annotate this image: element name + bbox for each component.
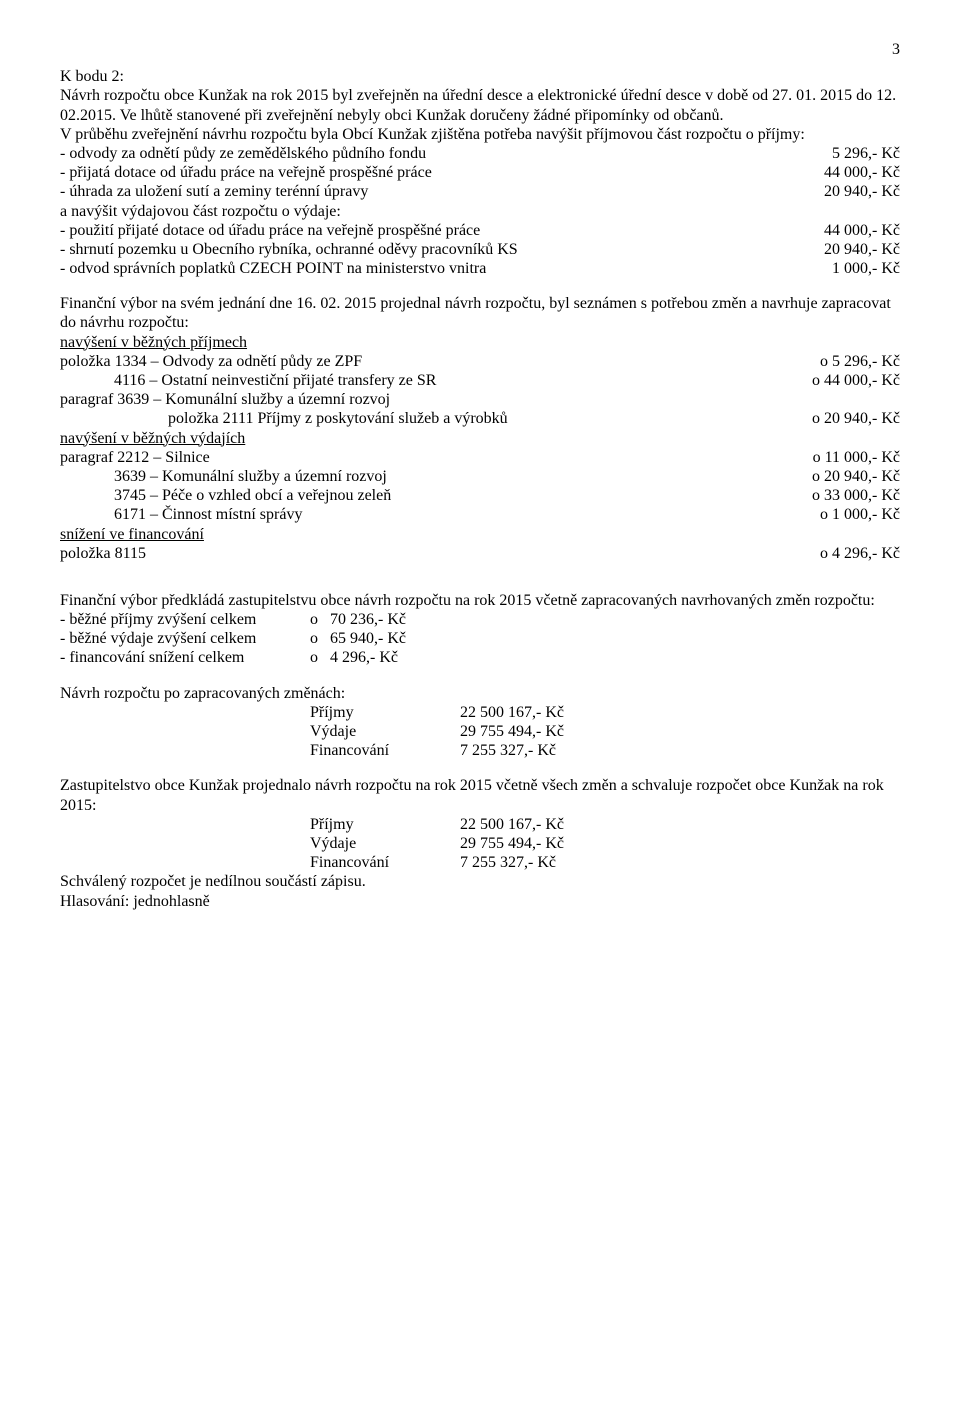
underline-heading: navýšení v běžných příjmech — [60, 333, 900, 352]
line-label: - odvod správních poplatků CZECH POINT n… — [60, 259, 816, 278]
line-item: 6171 – Činnost místní správyo 1 000,- Kč — [60, 505, 900, 524]
paragraph: Návrh rozpočtu po zapracovaných změnách: — [60, 684, 900, 703]
line-item: - odvody za odnětí půdy ze zemědělského … — [60, 144, 900, 163]
line-value: 29 755 494,- Kč — [460, 722, 564, 741]
line-label: 6171 – Činnost místní správy — [60, 505, 804, 524]
line-value: 44 000,- Kč — [808, 221, 900, 240]
line-value: o 44 000,- Kč — [796, 371, 900, 390]
line-label: Financování — [310, 853, 460, 872]
line-label: položka 1334 – Odvody za odnětí půdy ze … — [60, 352, 804, 371]
paragraph: V průběhu zveřejnění návrhu rozpočtu byl… — [60, 125, 900, 144]
line-value: 22 500 167,- Kč — [460, 703, 564, 722]
line-value: 22 500 167,- Kč — [460, 815, 564, 834]
line-label: - shrnutí pozemku u Obecního rybníka, oc… — [60, 240, 808, 259]
line-label: 4116 – Ostatní neinvestiční přijaté tran… — [60, 371, 796, 390]
line-value: o 5 296,- Kč — [804, 352, 900, 371]
line-label: 3639 – Komunální služby a územní rozvoj — [60, 467, 796, 486]
paragraph: Návrh rozpočtu obce Kunžak na rok 2015 b… — [60, 86, 900, 124]
line-item: - běžné příjmy zvýšení celkemo 70 236,- … — [60, 610, 900, 629]
line-item: Příjmy22 500 167,- Kč — [60, 815, 900, 834]
line-value: o 4 296,- Kč — [804, 544, 900, 563]
line-item: 4116 – Ostatní neinvestiční přijaté tran… — [60, 371, 900, 390]
line-item: - odvod správních poplatků CZECH POINT n… — [60, 259, 900, 278]
line-label: Příjmy — [310, 703, 460, 722]
line-value: 7 255 327,- Kč — [460, 853, 556, 872]
line-value: 29 755 494,- Kč — [460, 834, 564, 853]
line-item: Příjmy22 500 167,- Kč — [60, 703, 900, 722]
line-item: Financování7 255 327,- Kč — [60, 741, 900, 760]
line-label: - použití přijaté dotace od úřadu práce … — [60, 221, 808, 240]
line-mid: o 65 940,- Kč — [310, 629, 406, 648]
line-item: - shrnutí pozemku u Obecního rybníka, oc… — [60, 240, 900, 259]
line-label: - úhrada za uložení sutí a zeminy terénn… — [60, 182, 808, 201]
line-label: položka 8115 — [60, 544, 804, 563]
line-item: - použití přijaté dotace od úřadu práce … — [60, 221, 900, 240]
line-item: - přijatá dotace od úřadu práce na veřej… — [60, 163, 900, 182]
paragraph: Hlasování: jednohlasně — [60, 892, 900, 911]
page-number: 3 — [60, 40, 900, 59]
paragraph: Finanční výbor předkládá zastupitelstvu … — [60, 591, 900, 610]
line-value: o 1 000,- Kč — [804, 505, 900, 524]
line-label: položka 2111 Příjmy z poskytování služeb… — [60, 409, 796, 428]
line-label: - běžné výdaje zvýšení celkem — [60, 629, 310, 648]
paragraph: Zastupitelstvo obce Kunžak projednalo ná… — [60, 776, 900, 814]
line-value: 20 940,- Kč — [808, 240, 900, 259]
line-label: Výdaje — [310, 722, 460, 741]
line-item: paragraf 2212 – Silniceo 11 000,- Kč — [60, 448, 900, 467]
line-value: o 20 940,- Kč — [796, 467, 900, 486]
section-heading: K bodu 2: — [60, 67, 900, 86]
line-item: - financování snížení celkemo 4 296,- Kč — [60, 648, 900, 667]
line-value: o 33 000,- Kč — [796, 486, 900, 505]
paragraph: paragraf 3639 – Komunální služby a územn… — [60, 390, 900, 409]
line-item: Výdaje29 755 494,- Kč — [60, 722, 900, 741]
line-item: položka 1334 – Odvody za odnětí půdy ze … — [60, 352, 900, 371]
line-label: - financování snížení celkem — [60, 648, 310, 667]
line-label: paragraf 2212 – Silnice — [60, 448, 797, 467]
underline-heading: navýšení v běžných výdajích — [60, 429, 900, 448]
line-mid: o 4 296,- Kč — [310, 648, 398, 667]
underline-heading: snížení ve financování — [60, 525, 900, 544]
paragraph: Finanční výbor na svém jednání dne 16. 0… — [60, 294, 900, 332]
line-item: - běžné výdaje zvýšení celkemo 65 940,- … — [60, 629, 900, 648]
line-item: - úhrada za uložení sutí a zeminy terénn… — [60, 182, 900, 201]
paragraph: Schválený rozpočet je nedílnou součástí … — [60, 872, 900, 891]
line-label: Příjmy — [310, 815, 460, 834]
line-label: - odvody za odnětí půdy ze zemědělského … — [60, 144, 816, 163]
line-value: 1 000,- Kč — [816, 259, 900, 278]
line-label: Financování — [310, 741, 460, 760]
line-value: o 11 000,- Kč — [797, 448, 900, 467]
line-label: Výdaje — [310, 834, 460, 853]
line-value: 20 940,- Kč — [808, 182, 900, 201]
line-label: - běžné příjmy zvýšení celkem — [60, 610, 310, 629]
line-item: 3745 – Péče o vzhled obcí a veřejnou zel… — [60, 486, 900, 505]
line-item: položka 2111 Příjmy z poskytování služeb… — [60, 409, 900, 428]
line-item: 3639 – Komunální služby a územní rozvojo… — [60, 467, 900, 486]
paragraph: a navýšit výdajovou část rozpočtu o výda… — [60, 202, 900, 221]
line-value: o 20 940,- Kč — [796, 409, 900, 428]
line-item: položka 8115o 4 296,- Kč — [60, 544, 900, 563]
line-item: Financování7 255 327,- Kč — [60, 853, 900, 872]
line-label: - přijatá dotace od úřadu práce na veřej… — [60, 163, 808, 182]
line-value: 44 000,- Kč — [808, 163, 900, 182]
line-value: 7 255 327,- Kč — [460, 741, 556, 760]
line-item: Výdaje29 755 494,- Kč — [60, 834, 900, 853]
line-mid: o 70 236,- Kč — [310, 610, 406, 629]
line-label: 3745 – Péče o vzhled obcí a veřejnou zel… — [60, 486, 796, 505]
line-value: 5 296,- Kč — [816, 144, 900, 163]
